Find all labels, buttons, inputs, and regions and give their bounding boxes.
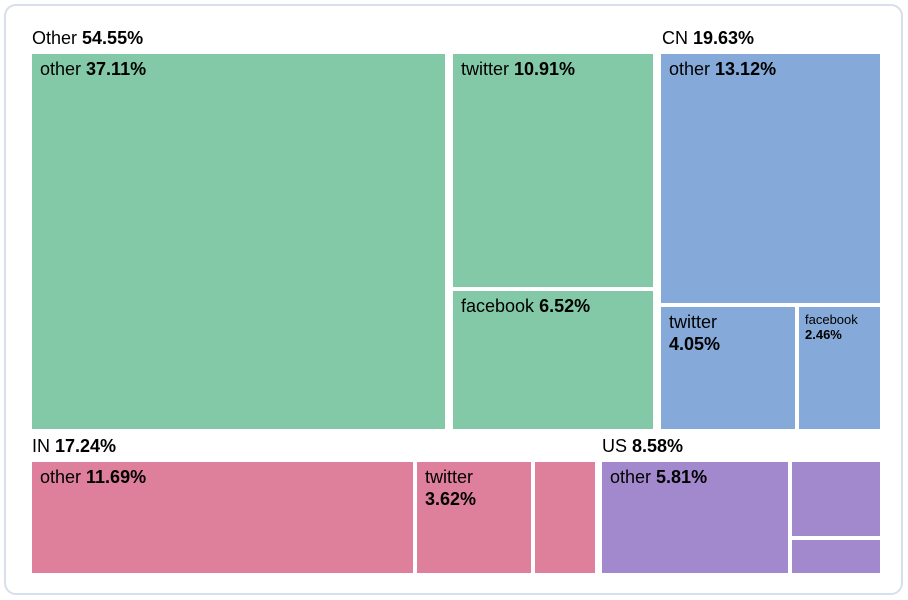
group-value: 8.58% (632, 436, 684, 456)
treemap-cell-us-unlabeled-2[interactable] (792, 540, 880, 573)
group-header-other: Other 54.55% (32, 27, 143, 49)
group-label: Other (32, 28, 78, 48)
group-label: US (602, 436, 628, 456)
treemap-cell-in-unlabeled[interactable] (535, 462, 595, 573)
cell-value: 10.91% (514, 59, 576, 79)
treemap-cell-cn-twitter[interactable]: twitter 4.05% (661, 307, 795, 429)
cell-value: 13.12% (715, 59, 777, 79)
treemap-cell-us-unlabeled-1[interactable] (792, 462, 880, 536)
treemap-cell-in-other[interactable]: other 11.69% (32, 462, 413, 573)
cell-label: facebook (461, 296, 535, 316)
group-label: CN (662, 28, 688, 48)
cell-value: 11.69% (86, 467, 147, 487)
cell-label: facebook (805, 312, 858, 327)
treemap-cell-other-facebook[interactable]: facebook 6.52% (453, 291, 653, 429)
group-header-in: IN 17.24% (32, 435, 116, 457)
treemap-cell-us-other[interactable]: other 5.81% (602, 462, 788, 573)
group-value: 19.63% (693, 28, 755, 48)
group-header-cn: CN 19.63% (662, 27, 754, 49)
treemap-cell-cn-other[interactable]: other 13.12% (661, 54, 880, 303)
cell-value: 6.52% (539, 296, 591, 316)
treemap-cell-other-twitter[interactable]: twitter 10.91% (453, 54, 653, 287)
cell-label: other (40, 467, 82, 487)
cell-value: 5.81% (656, 467, 708, 487)
group-value: 17.24% (55, 436, 117, 456)
cell-label: twitter (425, 467, 474, 487)
cell-value: 2.46% (805, 327, 842, 342)
cell-value: 4.05% (669, 334, 721, 354)
cell-label: other (610, 467, 652, 487)
cell-value: 3.62% (425, 489, 477, 509)
treemap-cell-cn-facebook[interactable]: facebook 2.46% (799, 307, 880, 429)
treemap-cell-in-twitter[interactable]: twitter 3.62% (417, 462, 531, 573)
treemap-cell-other-other[interactable]: other 37.11% (32, 54, 445, 429)
group-label: IN (32, 436, 50, 456)
cell-value: 37.11% (86, 59, 147, 79)
group-value: 54.55% (82, 28, 144, 48)
cell-label: twitter (461, 59, 510, 79)
cell-label: other (40, 59, 82, 79)
cell-label: other (669, 59, 711, 79)
group-header-us: US 8.58% (602, 435, 683, 457)
cell-label: twitter (669, 312, 718, 332)
